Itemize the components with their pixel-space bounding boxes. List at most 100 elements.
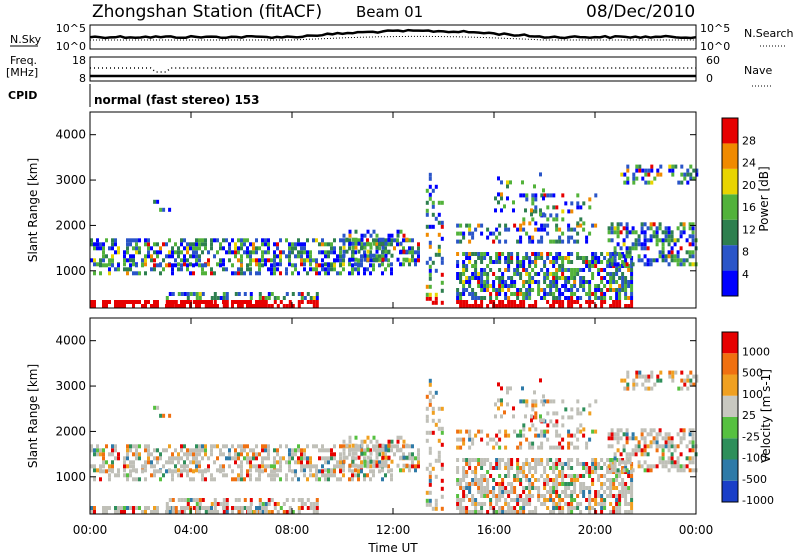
velocity-cell	[171, 510, 175, 514]
power-cell	[390, 242, 393, 247]
velocity-cell	[679, 440, 683, 445]
velocity-cell	[237, 506, 241, 510]
power-cell	[522, 292, 526, 296]
velocity-cell	[498, 506, 502, 510]
velocity-cell	[670, 452, 674, 457]
power-cell	[267, 238, 270, 243]
power-cell	[480, 231, 484, 236]
velocity-cell	[204, 452, 207, 457]
velocity-cell	[363, 451, 367, 456]
velocity-cell	[519, 441, 523, 446]
power-cell	[695, 168, 699, 173]
velocity-cell	[381, 460, 384, 465]
power-cell	[306, 292, 310, 296]
power-cell	[519, 276, 523, 280]
velocity-cell	[336, 464, 339, 469]
power-cell	[607, 238, 611, 243]
power-cell	[431, 212, 435, 217]
velocity-cell	[465, 494, 469, 498]
velocity-cell	[303, 464, 306, 469]
velocity-cell	[246, 460, 249, 465]
velocity-cell	[537, 462, 541, 466]
velocity-cell	[688, 428, 692, 433]
power-cell	[425, 296, 429, 301]
velocity-cell	[631, 468, 635, 473]
velocity-cell	[468, 490, 472, 494]
velocity-cell	[249, 460, 252, 465]
power-cell	[471, 292, 475, 296]
power-cell	[168, 300, 171, 304]
power-cell	[228, 258, 231, 263]
power-cell	[306, 250, 309, 255]
power-cell	[315, 292, 319, 296]
power-cell	[240, 258, 243, 263]
velocity-cell	[144, 460, 147, 465]
velocity-cell	[351, 459, 355, 464]
power-cell	[378, 263, 381, 268]
power-cell	[498, 223, 502, 228]
velocity-cell	[318, 477, 321, 482]
velocity-cell	[195, 456, 198, 461]
power-cell	[591, 252, 595, 256]
power-cell	[285, 292, 289, 296]
velocity-cell	[546, 498, 550, 502]
velocity-cell	[231, 456, 234, 461]
velocity-cell	[189, 452, 192, 457]
velocity-cell	[510, 486, 514, 490]
velocity-cell	[363, 439, 367, 444]
velocity-cell	[495, 462, 499, 466]
velocity-cell	[504, 433, 508, 438]
velocity-cell	[471, 510, 475, 514]
velocity-cell	[582, 427, 586, 432]
velocity-cell	[635, 374, 639, 379]
power-cell	[647, 172, 651, 177]
power-cell	[369, 263, 372, 268]
velocity-cell	[465, 429, 469, 434]
velocity-cell	[225, 473, 228, 478]
velocity-cell	[192, 506, 196, 510]
power-cell	[628, 254, 632, 259]
power-cell	[144, 238, 147, 243]
velocity-cell	[428, 382, 432, 387]
power-cell	[360, 258, 363, 263]
velocity-cell	[531, 466, 535, 470]
power-cell	[267, 292, 271, 296]
power-cell	[144, 300, 147, 304]
power-cell	[570, 272, 574, 276]
velocity-cell	[105, 444, 108, 449]
power-cell	[363, 267, 366, 272]
power-cell	[682, 262, 686, 267]
power-cell	[561, 284, 565, 288]
power-cell	[246, 250, 249, 255]
velocity-cell	[342, 455, 346, 460]
velocity-cell	[594, 462, 598, 466]
velocity-cell	[129, 464, 132, 469]
velocity-cell	[192, 498, 196, 502]
velocity-cell	[297, 444, 300, 449]
velocity-cell	[483, 502, 487, 506]
velocity-cell	[474, 466, 478, 470]
power-cell	[177, 262, 180, 267]
power-cell	[102, 254, 105, 259]
power-cell	[105, 254, 108, 259]
velocity-cell	[231, 510, 234, 514]
power-cell	[321, 263, 324, 268]
power-cell	[132, 254, 135, 259]
power-cell	[210, 300, 213, 304]
power-cell	[462, 284, 466, 288]
velocity-cell	[440, 462, 444, 467]
velocity-cell	[165, 502, 169, 506]
power-cell	[465, 300, 469, 304]
power-cell	[318, 242, 321, 247]
velocity-cell	[588, 437, 592, 442]
velocity-cell	[402, 463, 406, 468]
velocity-cell	[588, 494, 592, 498]
power-cell	[661, 242, 665, 247]
power-cell	[477, 272, 481, 276]
velocity-cell	[522, 510, 526, 514]
power-cell	[650, 180, 654, 185]
velocity-cell	[198, 464, 201, 469]
power-cell	[607, 258, 611, 263]
velocity-cell	[606, 478, 610, 482]
power-cell	[576, 239, 580, 244]
